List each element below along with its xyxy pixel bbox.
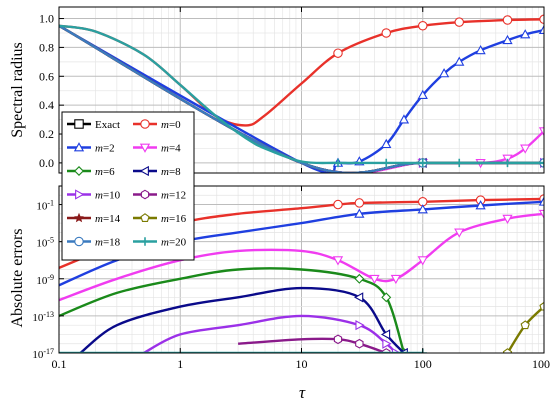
data-point (380, 329, 391, 340)
y-tick-label: 0.4 (39, 98, 54, 112)
series-group (59, 14, 544, 173)
x-tick-label: 0.1 (52, 357, 67, 371)
data-point (333, 334, 343, 345)
data-point (520, 29, 531, 39)
legend-label: m=2 (95, 143, 115, 155)
data-point (475, 200, 486, 210)
legend-marker (139, 143, 151, 153)
data-point (502, 214, 513, 225)
legend-box (61, 111, 195, 261)
legend: Exact m=0 m=2 m=4 m=6 m=8 m=10 m=12 m=14 m=16 m=18… (61, 111, 195, 261)
legend-marker (74, 236, 84, 247)
legend-label: m=16 (161, 213, 187, 225)
x-tick-label: 1000 (532, 357, 550, 371)
legend-label: m=18 (95, 237, 121, 249)
y-tick-label: 10-1 (36, 198, 54, 213)
legend-label: m=14 (95, 213, 121, 225)
x-tick-label: 10 (296, 357, 308, 371)
x-tick-label: 100 (414, 357, 432, 371)
data-point (454, 56, 465, 66)
x-tick-label: 1 (177, 357, 183, 371)
data-point (381, 28, 392, 38)
data-point (418, 158, 427, 168)
legend-label: m=6 (95, 166, 115, 178)
series-line-m-8 (79, 286, 405, 353)
data-point (382, 158, 391, 168)
legend-marker (74, 212, 84, 223)
series-group (59, 194, 544, 353)
data-point (417, 21, 428, 31)
data-point (381, 292, 392, 303)
data-point (382, 338, 392, 349)
data-point (538, 24, 544, 35)
legend-marker (139, 165, 149, 177)
data-point (538, 209, 544, 220)
legend-marker (140, 237, 150, 246)
y-tick-label: 0.6 (39, 69, 54, 83)
data-point (369, 274, 380, 285)
legend-label: m=12 (161, 190, 186, 202)
data-point (502, 15, 513, 25)
legend-marker (140, 189, 150, 200)
data-point (475, 44, 486, 55)
y-tick-label: 10-13 (32, 309, 54, 324)
legend-marker (73, 142, 85, 152)
data-point (390, 274, 401, 285)
legend-label: Exact (95, 119, 120, 131)
data-point (333, 48, 343, 58)
data-point (538, 196, 544, 206)
data-point (455, 158, 464, 168)
data-point (454, 228, 465, 238)
y-tick-label: 0.2 (39, 127, 54, 141)
data-point (354, 292, 364, 303)
bottom-y-axis-label: Absolute errors (9, 228, 26, 327)
x-axis-label: τ (299, 383, 306, 402)
data-point (381, 138, 392, 149)
data-point (398, 114, 410, 124)
data-point (503, 158, 512, 168)
series-line-m-6 (59, 267, 406, 353)
legend-marker (140, 119, 150, 129)
data-point (539, 301, 544, 311)
top-y-axis-label: Spectral radius (9, 42, 26, 138)
legend-label: m=0 (161, 119, 181, 131)
data-point (354, 208, 365, 218)
data-point (502, 34, 513, 45)
data-point (355, 320, 365, 331)
data-point (355, 338, 364, 349)
data-point (520, 144, 531, 154)
data-point (454, 17, 464, 27)
data-point (333, 199, 343, 210)
data-point (417, 256, 428, 266)
data-point (333, 158, 343, 168)
y-tick-label: 10-9 (36, 272, 54, 287)
y-tick-label: 0.8 (39, 40, 54, 54)
y-tick-label: 10-17 (32, 347, 54, 362)
absolute-errors-panel: 10-1 10-5 10-9 10-13 10-170.1 1 10 100 1000 (32, 185, 550, 371)
legend-label: m=4 (161, 143, 181, 155)
data-point (354, 273, 365, 284)
legend-marker (74, 166, 84, 176)
data-point (539, 158, 544, 168)
data-point (438, 68, 450, 78)
data-point (332, 256, 344, 266)
data-point (417, 204, 428, 214)
legend-marker (140, 213, 150, 222)
data-point (354, 198, 365, 208)
legend-label: m=8 (161, 166, 181, 178)
data-point (502, 348, 513, 353)
data-point (538, 127, 544, 137)
data-point (520, 320, 530, 330)
y-tick-label: 10-5 (36, 235, 54, 250)
legend-label: m=10 (95, 190, 121, 202)
legend-marker (74, 119, 84, 129)
y-tick-label: 1.0 (39, 12, 54, 26)
data-point (417, 89, 428, 99)
legend-marker (75, 189, 85, 200)
y-tick-label: 0.0 (39, 156, 54, 170)
legend-label: m=20 (161, 237, 187, 249)
